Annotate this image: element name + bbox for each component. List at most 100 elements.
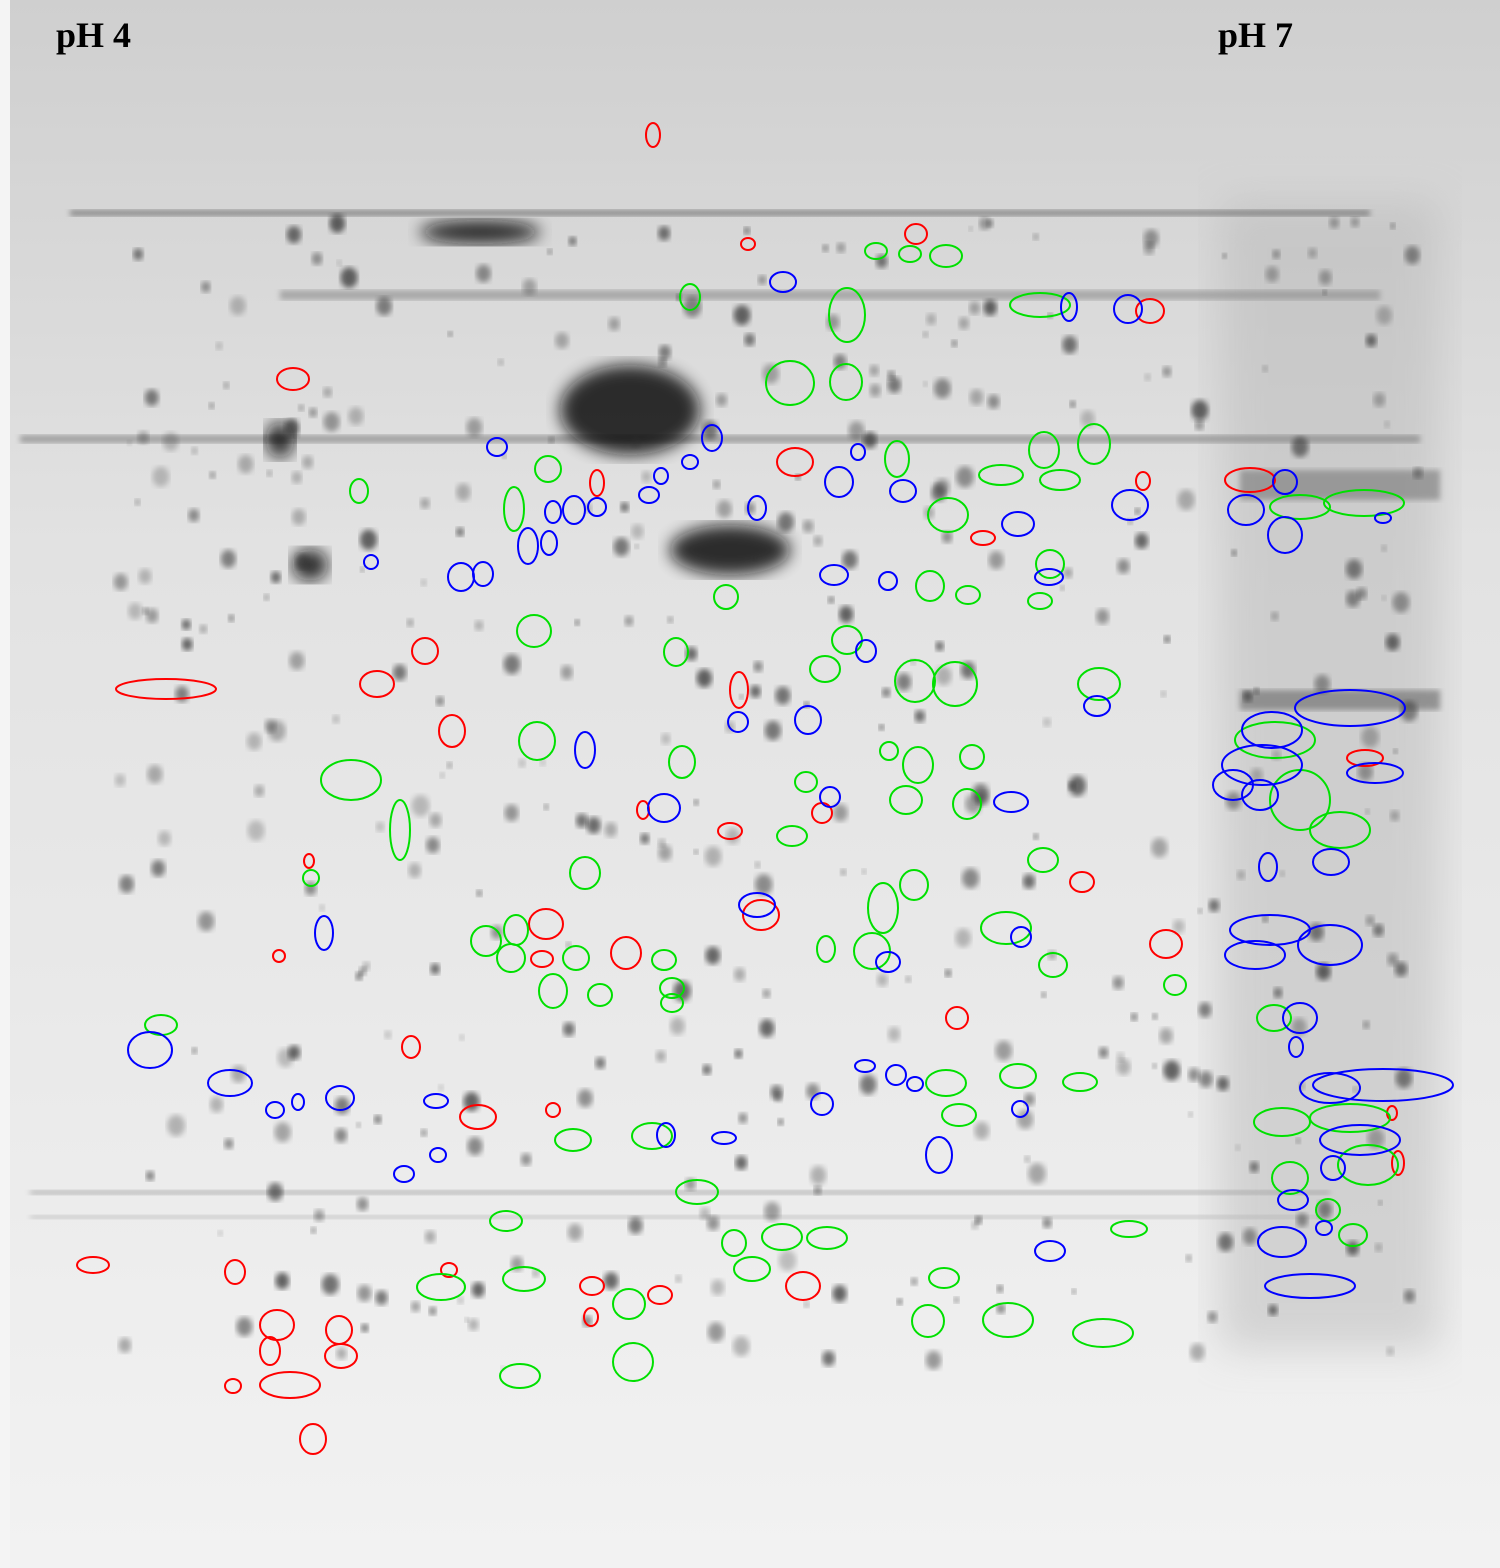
protein-spot <box>199 624 207 634</box>
protein-spot <box>456 527 464 537</box>
blue-spot-outline <box>1288 1036 1304 1058</box>
red-spot-outline <box>545 1102 561 1118</box>
blue-spot-outline <box>638 486 660 504</box>
protein-spot <box>1185 1254 1192 1262</box>
protein-spot <box>628 1217 643 1235</box>
protein-spot <box>1352 1086 1358 1093</box>
protein-spot <box>359 529 378 550</box>
protein-spot <box>896 1298 903 1306</box>
protein-spot <box>548 436 555 444</box>
protein-spot <box>1041 992 1047 998</box>
green-spot-outline <box>952 788 982 820</box>
protein-spot <box>969 389 984 406</box>
green-spot-outline <box>809 655 841 683</box>
protein-spot <box>777 512 795 532</box>
green-spot-outline <box>675 1179 719 1205</box>
protein-spot <box>266 469 273 477</box>
blue-spot-outline <box>265 1101 285 1119</box>
protein-spot <box>1381 595 1387 601</box>
protein-spot <box>215 342 223 350</box>
protein-spot <box>926 313 937 326</box>
protein-spot <box>942 530 953 544</box>
streak-band <box>30 1215 1330 1219</box>
protein-spot <box>934 478 950 497</box>
green-spot-outline <box>538 973 568 1009</box>
protein-spot <box>269 433 279 444</box>
protein-spot <box>1188 1067 1200 1082</box>
blue-spot-outline <box>1111 489 1149 521</box>
protein-spot <box>713 480 721 489</box>
protein-spot <box>914 709 926 723</box>
protein-spot <box>778 1250 797 1272</box>
protein-spot <box>658 225 671 241</box>
blue-spot-outline <box>486 437 508 457</box>
protein-spot <box>246 732 262 751</box>
protein-spot <box>302 455 314 469</box>
protein-spot <box>1071 1288 1077 1295</box>
protein-spot <box>356 1197 369 1211</box>
blue-spot-outline <box>1258 852 1278 882</box>
streak-band <box>30 1190 1330 1195</box>
red-spot-outline <box>259 1336 281 1366</box>
green-spot-outline <box>499 1363 541 1389</box>
protein-spot <box>803 1301 810 1308</box>
blue-spot-outline <box>314 915 334 951</box>
protein-spot <box>1350 217 1360 228</box>
blue-spot-outline <box>429 1147 447 1163</box>
protein-spot <box>1217 1233 1234 1252</box>
protein-spot <box>267 1182 283 1202</box>
protein-spot <box>238 455 254 474</box>
red-spot-outline <box>459 1104 497 1130</box>
protein-spot <box>968 226 973 232</box>
green-spot-outline <box>927 497 969 533</box>
blue-spot-outline <box>1060 292 1078 322</box>
green-spot-outline <box>999 1063 1037 1089</box>
green-spot-outline <box>1035 549 1065 579</box>
protein-spot <box>699 1207 710 1220</box>
blue-spot-outline <box>1346 762 1404 784</box>
protein-spot <box>925 1350 942 1370</box>
protein-spot <box>263 594 270 601</box>
protein-spot <box>859 1074 877 1095</box>
protein-spot <box>705 946 721 965</box>
protein-spot <box>429 813 442 828</box>
blue-spot-outline <box>325 1085 355 1111</box>
protein-spot <box>955 928 972 948</box>
blue-spot-outline <box>1257 1226 1307 1258</box>
green-spot-outline <box>320 759 382 801</box>
protein-spot <box>734 967 746 982</box>
blue-spot-outline <box>656 1122 676 1148</box>
red-spot-outline <box>359 670 395 698</box>
protein-spot <box>762 363 780 384</box>
red-spot-outline <box>303 853 315 869</box>
protein-spot <box>1362 1020 1370 1029</box>
protein-spot <box>375 821 385 832</box>
protein-spot <box>1384 420 1390 428</box>
green-spot-outline <box>489 1210 523 1232</box>
protein-spot <box>586 816 601 834</box>
green-spot-outline <box>929 244 963 268</box>
green-spot-outline <box>1163 974 1187 996</box>
protein-spot <box>181 638 193 651</box>
protein-spot <box>960 661 976 679</box>
protein-spot <box>289 651 305 670</box>
protein-spot <box>1404 245 1420 265</box>
protein-spot <box>1117 558 1130 574</box>
protein-spot <box>562 1022 575 1037</box>
green-spot-outline <box>1269 494 1331 520</box>
protein-spot <box>1112 976 1124 990</box>
protein-spot <box>298 404 304 412</box>
protein-spot <box>862 431 877 449</box>
protein-spot <box>1098 1046 1109 1059</box>
protein-spot <box>1262 365 1268 372</box>
green-spot-outline <box>1039 469 1081 491</box>
ph-7-label: pH 7 <box>1218 15 1294 55</box>
protein-spot <box>813 535 823 547</box>
blue-spot-outline <box>653 467 669 485</box>
protein-spot <box>1345 559 1363 579</box>
protein-spot <box>467 1136 483 1156</box>
protein-spot <box>759 1019 775 1038</box>
protein-spot <box>693 849 699 855</box>
protein-spot <box>1394 961 1408 977</box>
